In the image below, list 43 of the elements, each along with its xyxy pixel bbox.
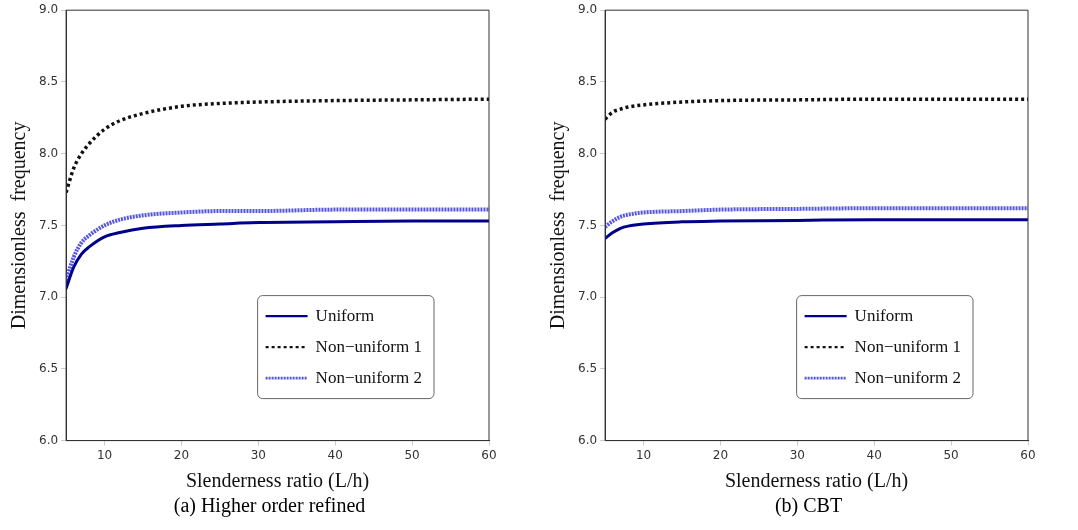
y-tick-label: 8.0 (577, 145, 598, 160)
y-tick-label: 7.5 (577, 217, 598, 232)
y-tick-label: 7.0 (577, 289, 598, 304)
legend-label: Uniform (315, 305, 375, 325)
x-tick-label: 10 (635, 447, 652, 462)
x-tick-label: 40 (866, 447, 882, 462)
x-tick-label: 60 (1020, 447, 1036, 462)
y-tick-label: 6.5 (38, 360, 59, 375)
text: (a) Higher order refined (172, 494, 367, 517)
x-tick-label: 50 (943, 447, 959, 462)
legend-label: Non−uniform 2 (854, 367, 962, 387)
y-tick-label: 9.0 (577, 2, 598, 17)
line-series (66, 97, 489, 195)
x-axis-title: Slenderness ratio (L/h) (724, 469, 909, 493)
x-axis-title: Slenderness ratio (L/h) (185, 469, 370, 493)
y-tick-label: 6.0 (38, 432, 59, 447)
line-series (605, 206, 1028, 229)
x-tick-label: 50 (404, 447, 420, 462)
y-tick-label: 8.5 (577, 74, 598, 89)
x-tick-label: 20 (712, 447, 729, 462)
y-tick-label: 6.5 (577, 360, 598, 375)
y-axis-title: Dimensionless frequency (7, 121, 31, 330)
y-tick-label: 8.5 (38, 74, 59, 89)
x-tick-label: 10 (96, 447, 113, 462)
legend-label: Non−uniform 1 (315, 336, 423, 356)
x-tick-label: 30 (789, 447, 805, 462)
x-tick-label: 30 (250, 447, 266, 462)
y-tick-label: 9.0 (38, 2, 59, 17)
y-tick-label: 7.5 (38, 217, 59, 232)
y-axis-title: Dimensionless frequency (546, 121, 570, 330)
legend-label: Non−uniform 1 (854, 336, 962, 356)
x-tick-label: 20 (173, 447, 190, 462)
text: (b) CBT (773, 494, 844, 517)
y-tick-label: 6.0 (577, 432, 598, 447)
legend-label: Non−uniform 2 (315, 367, 423, 387)
y-tick-label: 7.0 (38, 289, 59, 304)
line-series (66, 219, 489, 291)
x-tick-label: 60 (481, 447, 497, 462)
line-series (66, 207, 489, 282)
x-tick-label: 40 (327, 447, 343, 462)
legend-label: Uniform (854, 305, 914, 325)
line-series (605, 218, 1028, 240)
y-tick-label: 8.0 (38, 145, 59, 160)
